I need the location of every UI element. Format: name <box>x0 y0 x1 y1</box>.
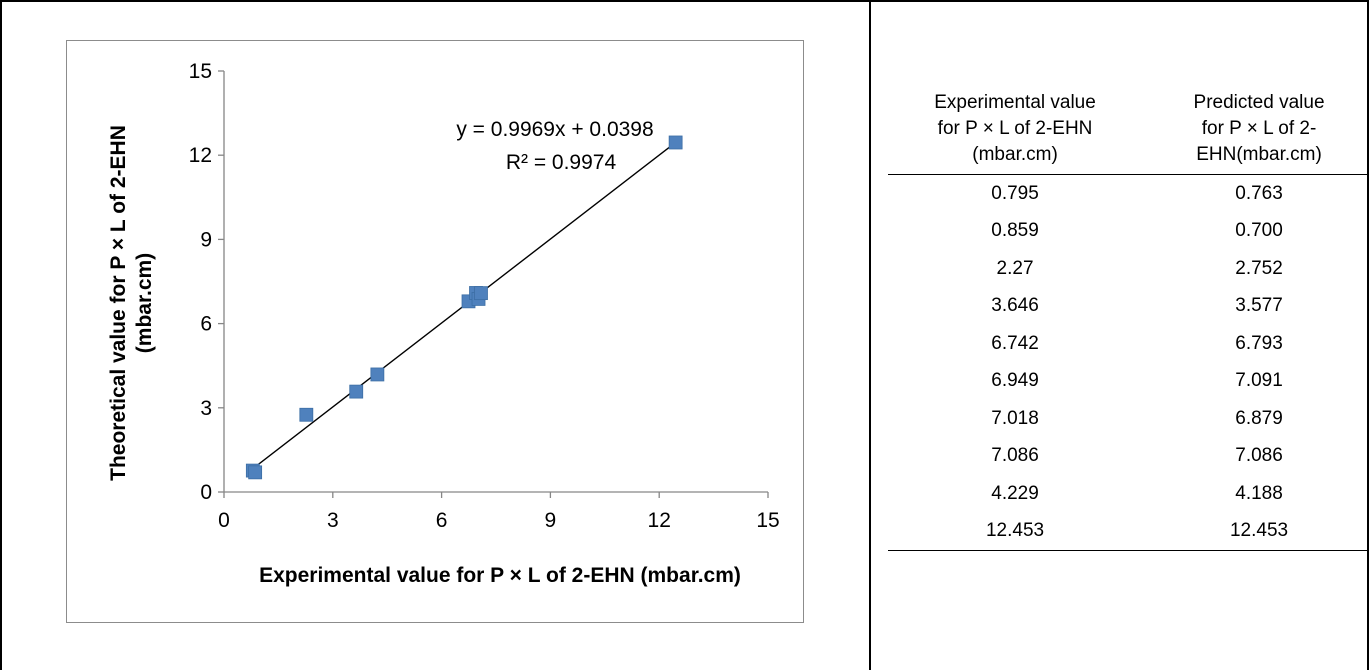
table-row: 6.949 7.091 <box>888 363 1369 401</box>
table-header-row: Experimental value for P × L of 2-EHN (m… <box>888 88 1369 175</box>
cell-experimental: 7.086 <box>991 445 1039 467</box>
cell-predicted: 2.752 <box>1235 257 1283 279</box>
table-row: 2.27 2.752 <box>888 250 1369 288</box>
y-axis-label-line-1: Theoretical value for P × L of 2-EHN <box>107 125 130 481</box>
x-tick-label: 9 <box>545 509 557 532</box>
frame-left-border <box>0 0 2 670</box>
y-tick-label: 12 <box>189 144 212 167</box>
cell-experimental: 6.742 <box>991 332 1039 354</box>
scatter-plot: 0 3 6 9 12 15 0 3 6 9 12 15 y = 0.9969x + 0.0398 R²… <box>107 60 780 587</box>
header-line: (mbar.cm) <box>972 144 1058 165</box>
cell-predicted: 4.188 <box>1235 482 1283 504</box>
frame-top-border <box>0 0 1369 2</box>
cell-experimental: 2.27 <box>996 257 1034 279</box>
y-tick-label: 9 <box>200 228 212 251</box>
cell-experimental: 0.859 <box>991 220 1039 242</box>
cell-predicted: 0.763 <box>1235 182 1283 204</box>
data-table: Experimental value for P × L of 2-EHN (m… <box>888 88 1369 551</box>
x-tick-label: 0 <box>218 509 230 532</box>
table-row: 0.859 0.700 <box>888 213 1369 251</box>
data-point <box>299 407 314 422</box>
cell-predicted: 3.577 <box>1235 295 1283 317</box>
data-point <box>248 465 263 480</box>
x-tick-label: 15 <box>756 509 779 532</box>
header-line: EHN(mbar.cm) <box>1196 144 1322 165</box>
header-line: for P × L of 2- <box>1201 118 1317 139</box>
trendline-equation: y = 0.9969x + 0.0398 <box>456 118 653 141</box>
header-experimental: Experimental value for P × L of 2-EHN (m… <box>888 88 1143 175</box>
cell-experimental: 7.018 <box>991 407 1039 429</box>
tick-labels: 0 3 6 9 12 15 0 3 6 9 12 15 <box>189 60 780 532</box>
y-axis-label-line-2: (mbar.cm) <box>133 253 156 353</box>
y-tick-label: 6 <box>200 313 212 336</box>
x-tick-label: 12 <box>648 509 671 532</box>
cell-predicted: 12.453 <box>1142 512 1369 551</box>
cell-predicted: 7.086 <box>1235 445 1283 467</box>
x-tick-label: 3 <box>327 509 339 532</box>
cell-predicted: 7.091 <box>1235 370 1283 392</box>
cell-experimental: 6.949 <box>991 370 1039 392</box>
data-point <box>474 286 488 301</box>
r-squared-label: R² = 0.9974 <box>506 151 617 174</box>
y-tick-label: 0 <box>200 481 212 504</box>
table-row: 7.086 7.086 <box>888 438 1369 476</box>
header-line: for P × L of 2-EHN <box>937 118 1093 139</box>
cell-experimental: 12.453 <box>888 512 1143 551</box>
cell-experimental: 3.646 <box>991 295 1039 317</box>
x-tick-label: 6 <box>436 509 448 532</box>
table-row: 3.646 3.577 <box>888 288 1369 326</box>
frame-divider <box>869 0 871 670</box>
header-predicted: Predicted value for P × L of 2- EHN(mbar… <box>1142 88 1369 175</box>
x-axis-label: Experimental value for P × L of 2-EHN (m… <box>259 564 741 587</box>
header-line: Predicted value <box>1193 92 1325 113</box>
axes <box>218 70 769 498</box>
cell-predicted: 6.793 <box>1235 332 1283 354</box>
cell-predicted: 0.700 <box>1235 220 1283 242</box>
data-points <box>245 135 683 480</box>
table-row: 0.795 0.763 <box>888 175 1369 213</box>
y-tick-label: 3 <box>200 397 212 420</box>
cell-experimental: 4.229 <box>991 482 1039 504</box>
y-tick-label: 15 <box>189 60 212 83</box>
chart-area: 0 3 6 9 12 15 0 3 6 9 12 15 y = 0.9969x + 0.0398 R²… <box>66 40 804 623</box>
header-line: Experimental value <box>934 92 1096 113</box>
frame-right-border <box>1367 0 1369 670</box>
table-row: 12.453 12.453 <box>888 512 1369 551</box>
data-point <box>668 135 683 150</box>
data-point <box>349 384 364 399</box>
table-row: 4.229 4.188 <box>888 475 1369 513</box>
cell-predicted: 6.879 <box>1235 407 1283 429</box>
cell-experimental: 0.795 <box>991 182 1039 204</box>
data-point <box>370 367 385 382</box>
table-row: 7.018 6.879 <box>888 400 1369 438</box>
table-row: 6.742 6.793 <box>888 325 1369 363</box>
